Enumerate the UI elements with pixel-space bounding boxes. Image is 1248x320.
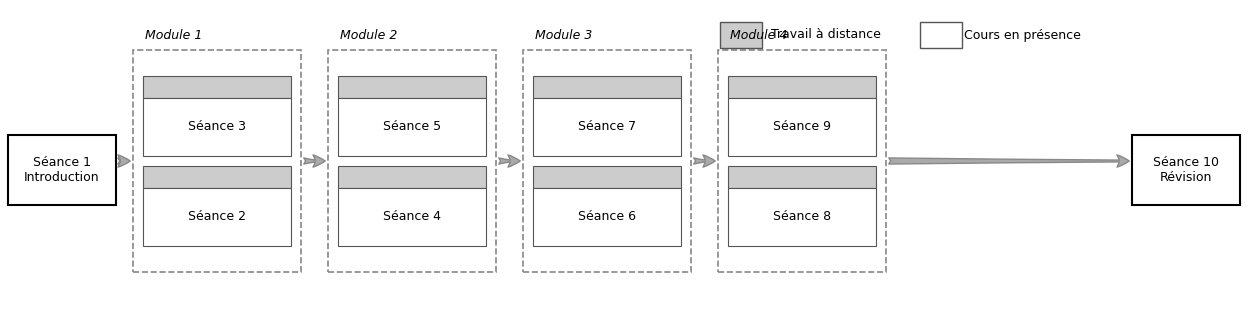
Bar <box>728 166 876 188</box>
Text: Séance 10
Révision: Séance 10 Révision <box>1153 156 1219 184</box>
Text: Séance 1
Introduction: Séance 1 Introduction <box>24 156 100 184</box>
Text: Séance 4: Séance 4 <box>383 211 441 223</box>
Bar <box>533 76 681 98</box>
Bar <box>523 50 691 272</box>
Bar <box>728 98 876 156</box>
Bar <box>144 188 291 246</box>
Text: Module 4: Module 4 <box>730 29 787 42</box>
Bar <box>718 50 886 272</box>
Text: Séance 3: Séance 3 <box>188 121 246 133</box>
Bar <box>144 166 291 188</box>
Bar <box>533 98 681 156</box>
Bar <box>533 166 681 188</box>
Bar <box>728 188 876 246</box>
Text: Module 2: Module 2 <box>339 29 397 42</box>
Bar <box>720 22 763 48</box>
Text: Séance 9: Séance 9 <box>773 121 831 133</box>
Text: Séance 6: Séance 6 <box>578 211 636 223</box>
Text: Module 1: Module 1 <box>145 29 202 42</box>
Bar <box>134 50 301 272</box>
Bar <box>728 76 876 98</box>
Bar <box>144 98 291 156</box>
Text: Cours en présence: Cours en présence <box>963 28 1081 42</box>
Bar <box>533 188 681 246</box>
Bar <box>338 166 485 188</box>
Bar <box>338 188 485 246</box>
Bar <box>920 22 962 48</box>
Bar <box>338 76 485 98</box>
Text: Séance 2: Séance 2 <box>188 211 246 223</box>
Text: Séance 5: Séance 5 <box>383 121 441 133</box>
Bar <box>338 98 485 156</box>
Text: Séance 8: Séance 8 <box>773 211 831 223</box>
Text: Module 3: Module 3 <box>535 29 593 42</box>
Bar <box>328 50 495 272</box>
Bar <box>144 76 291 98</box>
Text: Séance 7: Séance 7 <box>578 121 636 133</box>
Text: Travail à distance: Travail à distance <box>771 28 881 42</box>
Bar <box>1132 135 1241 205</box>
Bar <box>7 135 116 205</box>
